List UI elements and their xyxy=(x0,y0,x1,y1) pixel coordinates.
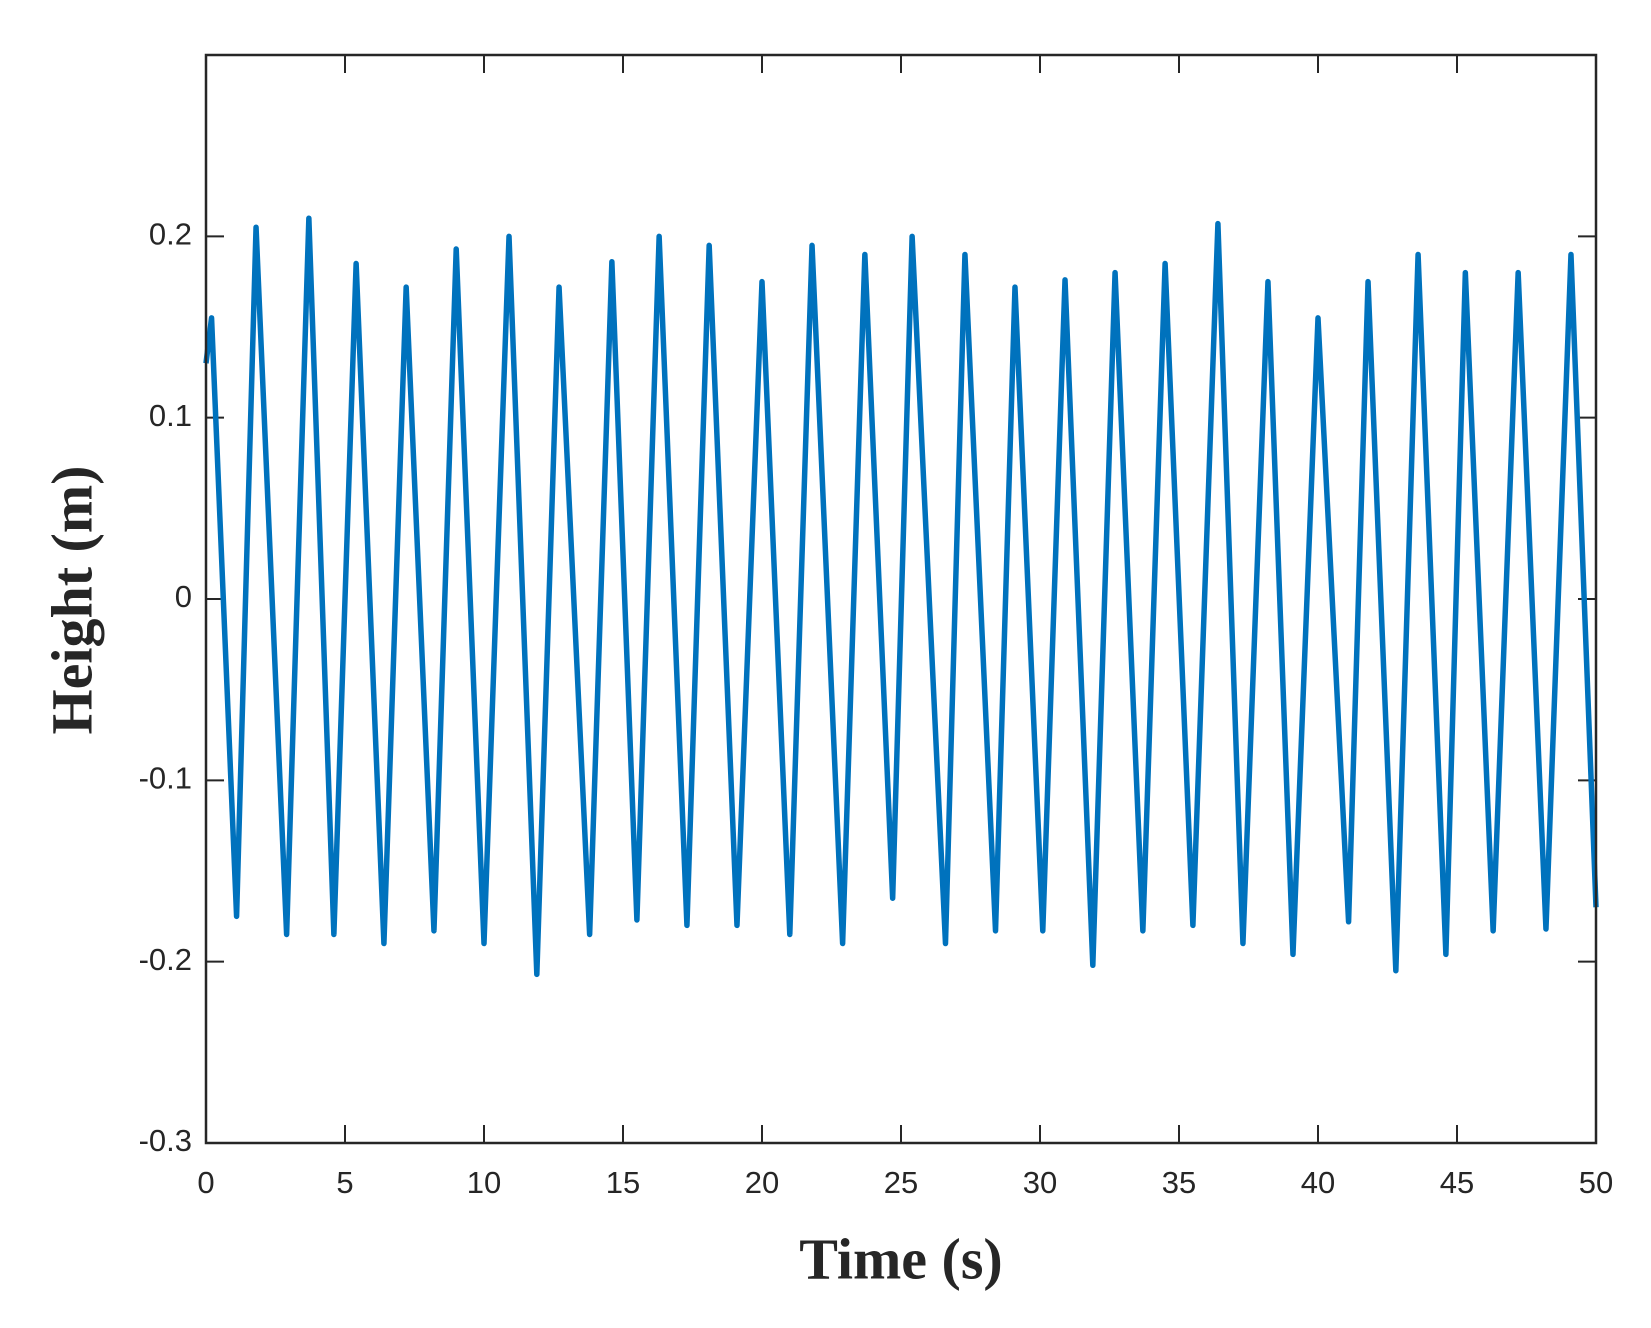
x-tick-label: 35 xyxy=(1162,1165,1196,1200)
x-tick-label: 40 xyxy=(1301,1165,1335,1200)
axes-box xyxy=(204,53,1598,1145)
y-tick-label: -0.3 xyxy=(139,1123,192,1158)
x-tick-label: 0 xyxy=(197,1165,214,1200)
x-tick-label: 45 xyxy=(1440,1165,1474,1200)
y-tick-label: 0.2 xyxy=(149,217,192,252)
x-tick-label: 50 xyxy=(1579,1165,1613,1200)
x-tick-label: 10 xyxy=(467,1165,501,1200)
y-tick-label: 0.1 xyxy=(149,398,192,433)
y-tick-label: -0.2 xyxy=(139,942,192,977)
y-axis-label: Height (m) xyxy=(39,466,104,735)
data-line xyxy=(203,215,1599,978)
x-axis-label: Time (s) xyxy=(799,1226,1003,1291)
y-tick-label: -0.1 xyxy=(139,761,192,796)
x-tick-label: 30 xyxy=(1023,1165,1057,1200)
x-tick-label: 25 xyxy=(884,1165,918,1200)
x-tick-label: 5 xyxy=(336,1165,353,1200)
y-tick-label: 0 xyxy=(175,579,192,614)
x-tick-label: 15 xyxy=(606,1165,640,1200)
x-tick-label: 20 xyxy=(745,1165,779,1200)
